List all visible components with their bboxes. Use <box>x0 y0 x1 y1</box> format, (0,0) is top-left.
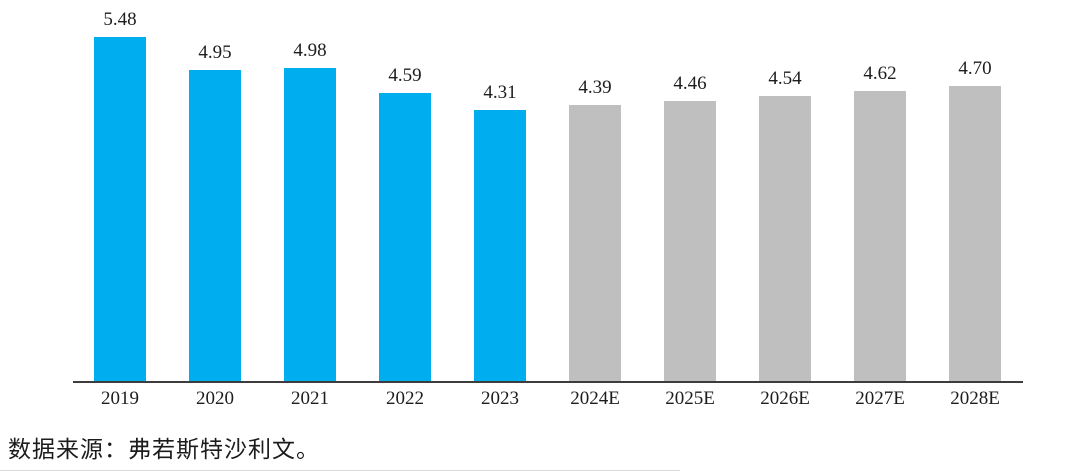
bar-2019 <box>94 37 146 381</box>
bar-2021 <box>284 68 336 381</box>
x-axis-line <box>73 381 1023 383</box>
source-note: 数据来源：弗若斯特沙利文。 <box>8 437 320 462</box>
x-axis-label-2022: 2022 <box>386 388 424 409</box>
value-label-2019: 5.48 <box>103 9 137 30</box>
bar-chart: 5.48 4.95 4.98 4.59 4.31 4.39 4.46 4.54 4.62 4.70… <box>73 9 1023 409</box>
value-label-2021: 4.98 <box>293 40 327 61</box>
bar-2024E <box>569 105 621 381</box>
x-axis-label-2027E: 2027E <box>855 388 905 409</box>
value-label-2020: 4.95 <box>198 42 232 63</box>
value-label-2024E: 4.39 <box>578 77 612 98</box>
x-axis-label-2026E: 2026E <box>760 388 810 409</box>
x-axis-label-2024E: 2024E <box>570 388 620 409</box>
bar-2026E <box>759 96 811 381</box>
x-axis-label-2020: 2020 <box>196 388 234 409</box>
value-label-2025E: 4.46 <box>673 73 707 94</box>
value-label-2027E: 4.62 <box>863 63 897 84</box>
bar-2020 <box>189 70 241 381</box>
bar-2028E <box>949 86 1001 381</box>
x-axis-label-2023: 2023 <box>481 388 519 409</box>
bar-2023 <box>474 110 526 381</box>
value-label-2023: 4.31 <box>483 82 517 103</box>
bottom-divider <box>0 470 680 471</box>
value-label-2022: 4.59 <box>388 65 422 86</box>
x-axis-label-2021: 2021 <box>291 388 329 409</box>
bar-2025E <box>664 101 716 381</box>
value-label-2026E: 4.54 <box>768 68 802 89</box>
x-axis-label-2019: 2019 <box>101 388 139 409</box>
bar-2022 <box>379 93 431 381</box>
bar-2027E <box>854 91 906 381</box>
x-axis-label-2028E: 2028E <box>950 388 1000 409</box>
value-label-2028E: 4.70 <box>958 58 992 79</box>
x-axis-label-2025E: 2025E <box>665 388 715 409</box>
